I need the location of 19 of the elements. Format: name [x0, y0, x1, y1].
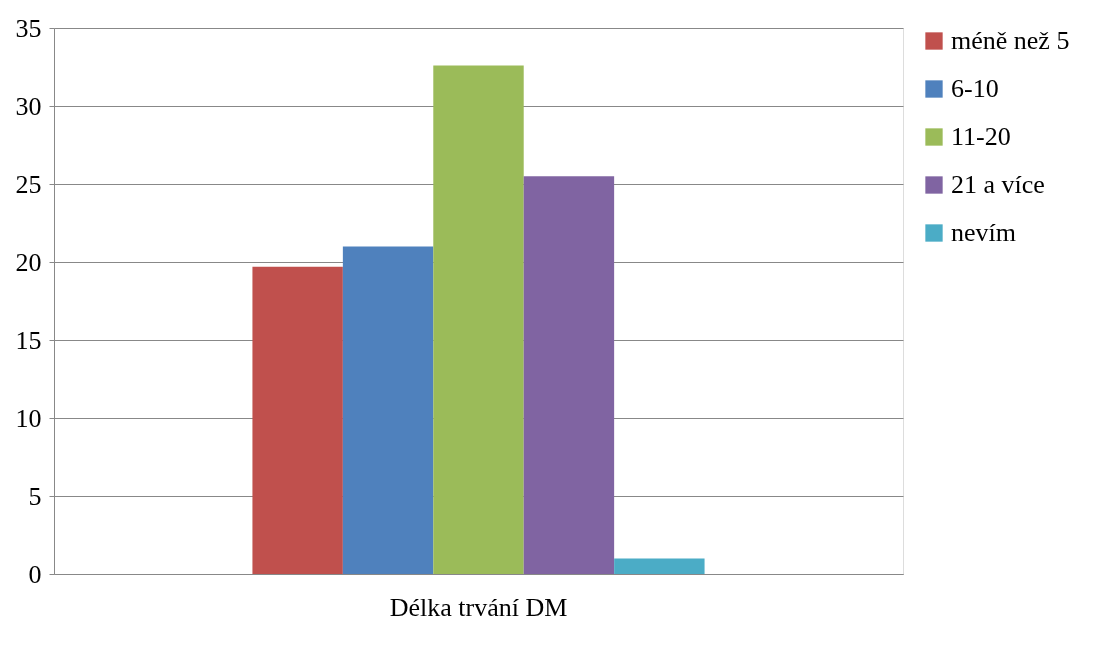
bar [433, 65, 524, 574]
legend-label: 21 a více [951, 170, 1045, 199]
y-tick-label: 20 [15, 247, 42, 277]
legend-label: 11-20 [951, 122, 1011, 151]
bar [614, 558, 705, 574]
y-tick-label: 10 [15, 403, 42, 433]
y-tick-label: 25 [15, 169, 42, 199]
bar [252, 266, 343, 574]
y-tick-label: 30 [15, 91, 42, 121]
legend-label: méně než 5 [951, 26, 1070, 55]
y-tick-label: 35 [15, 13, 42, 43]
y-tick-label: 5 [28, 481, 42, 511]
y-tick-label: 0 [28, 559, 42, 589]
bar [523, 176, 615, 574]
y-tick-label: 15 [15, 325, 42, 355]
x-tick-label: Délka trvání DM [389, 592, 568, 622]
legend-label: nevím [951, 218, 1016, 247]
legend-label: 6-10 [951, 74, 999, 103]
bar [342, 246, 434, 574]
